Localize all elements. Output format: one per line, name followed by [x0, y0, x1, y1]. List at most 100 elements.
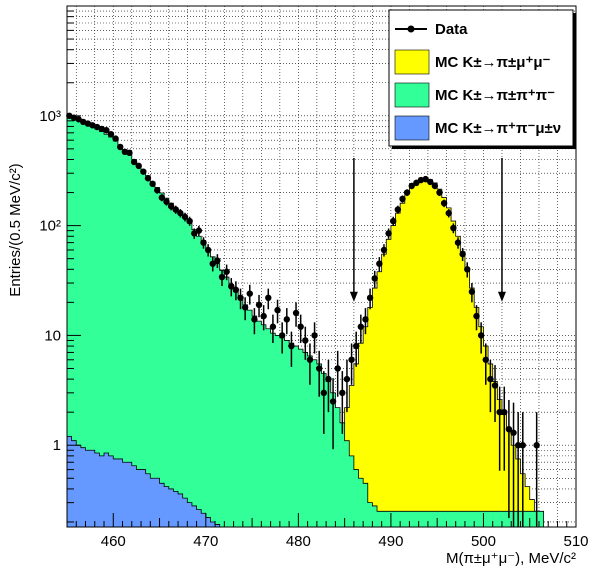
- legend-label: Data: [435, 21, 468, 38]
- data-point: [186, 217, 193, 225]
- data-point: [126, 149, 133, 157]
- data-point: [371, 275, 378, 282]
- data-point: [214, 257, 221, 264]
- legend-swatch: [394, 49, 430, 75]
- data-point: [269, 323, 277, 330]
- x-tick-label: 470: [193, 533, 218, 550]
- data-point: [353, 342, 360, 350]
- data-point: [445, 209, 452, 217]
- legend-item: MC K±→π⁺π⁻μ±ν: [394, 115, 561, 141]
- y-tick-label: 10²: [39, 218, 61, 235]
- x-tick-label: 480: [286, 533, 311, 550]
- data-point: [158, 194, 166, 201]
- data-point: [237, 294, 244, 302]
- data-point: [366, 294, 374, 302]
- data-point: [473, 312, 480, 320]
- data-point: [297, 323, 304, 330]
- data-point: [181, 213, 189, 221]
- y-tick-label: 10: [44, 327, 61, 344]
- data-point: [454, 239, 462, 246]
- data-point: [251, 316, 258, 323]
- histogram-area: [66, 436, 221, 528]
- data-points: [66, 112, 540, 527]
- plot-frame: [66, 5, 577, 528]
- data-point: [274, 306, 281, 314]
- histogram-series: [66, 436, 221, 528]
- data-point: [329, 398, 337, 405]
- data-point: [533, 442, 540, 449]
- data-point: [288, 342, 295, 350]
- data-point: [241, 304, 249, 311]
- data-point: [223, 268, 230, 275]
- data-point: [315, 365, 323, 372]
- data-point: [491, 382, 499, 389]
- data-point: [385, 230, 392, 237]
- data-point: [218, 273, 226, 281]
- y-axis-title: Entries/(0.5 MeV/c²): [7, 163, 24, 296]
- data-point: [510, 429, 517, 436]
- data-point: [422, 175, 429, 183]
- annotations: [349, 157, 506, 302]
- data-point: [140, 168, 147, 175]
- data-point: [163, 198, 170, 205]
- data-point: [440, 199, 448, 207]
- data-point: [450, 224, 457, 232]
- data-point: [501, 408, 508, 416]
- data-point: [431, 182, 439, 190]
- data-point: [107, 130, 115, 138]
- data-point: [191, 230, 198, 237]
- data-point: [436, 189, 443, 196]
- data-point: [302, 337, 309, 344]
- x-tick-label: 490: [378, 533, 403, 550]
- data-point: [390, 217, 397, 225]
- signal-window-arrow-head: [497, 291, 506, 302]
- data-point: [228, 283, 235, 290]
- legend: Data MC K±→π±μ⁺μ⁻ MC K±→π±π⁺π⁻ MC K±→π⁺π⁻μ±…: [388, 9, 576, 149]
- data-point: [519, 442, 526, 449]
- data-point: [204, 246, 212, 254]
- data-point: [464, 266, 471, 273]
- data-point: [232, 286, 240, 294]
- data-point: [357, 323, 365, 330]
- data-point: [103, 126, 110, 134]
- legend-item: MC K±→π±μ⁺μ⁻: [394, 49, 551, 75]
- legend-data-marker: [407, 25, 415, 33]
- data-point: [427, 178, 434, 186]
- data-point: [408, 182, 415, 190]
- data-point: [306, 356, 314, 363]
- legend-label: MC K±→π±μ⁺μ⁻: [435, 54, 551, 71]
- data-point: [200, 239, 207, 246]
- data-point: [320, 389, 328, 397]
- data-point: [477, 332, 485, 339]
- data-point: [459, 250, 466, 258]
- histogram-series: [334, 177, 545, 528]
- data-point: [278, 332, 286, 339]
- data-point: [177, 209, 184, 217]
- x-axis-title: M(π±μ⁺μ⁻), MeV/c²: [446, 550, 576, 567]
- data-point: [482, 356, 489, 363]
- data-point: [195, 227, 203, 234]
- y-tick-label: 1: [53, 437, 61, 454]
- data-point: [135, 162, 142, 170]
- data-point: [255, 301, 263, 309]
- legend-item: MC K±→π±π⁺π⁻: [394, 82, 555, 108]
- legend-label: MC K±→π±π⁺π⁻: [435, 87, 555, 104]
- data-point: [260, 312, 267, 320]
- data-point: [403, 189, 411, 196]
- x-tick-label: 500: [471, 533, 496, 550]
- data-point: [246, 290, 253, 297]
- data-point: [117, 143, 124, 151]
- data-point: [468, 288, 476, 295]
- data-point: [292, 309, 300, 317]
- data-point: [394, 206, 402, 213]
- data-point: [209, 260, 216, 267]
- data-point: [167, 203, 175, 210]
- legend-swatch: [394, 115, 430, 141]
- data-point: [144, 175, 152, 182]
- data-point: [325, 375, 332, 383]
- axes: 460 470 480 490 500 510 1 10 10² 10³: [39, 5, 589, 550]
- x-tick-label: 460: [101, 533, 126, 550]
- data-point: [348, 356, 355, 363]
- data-point: [283, 316, 290, 323]
